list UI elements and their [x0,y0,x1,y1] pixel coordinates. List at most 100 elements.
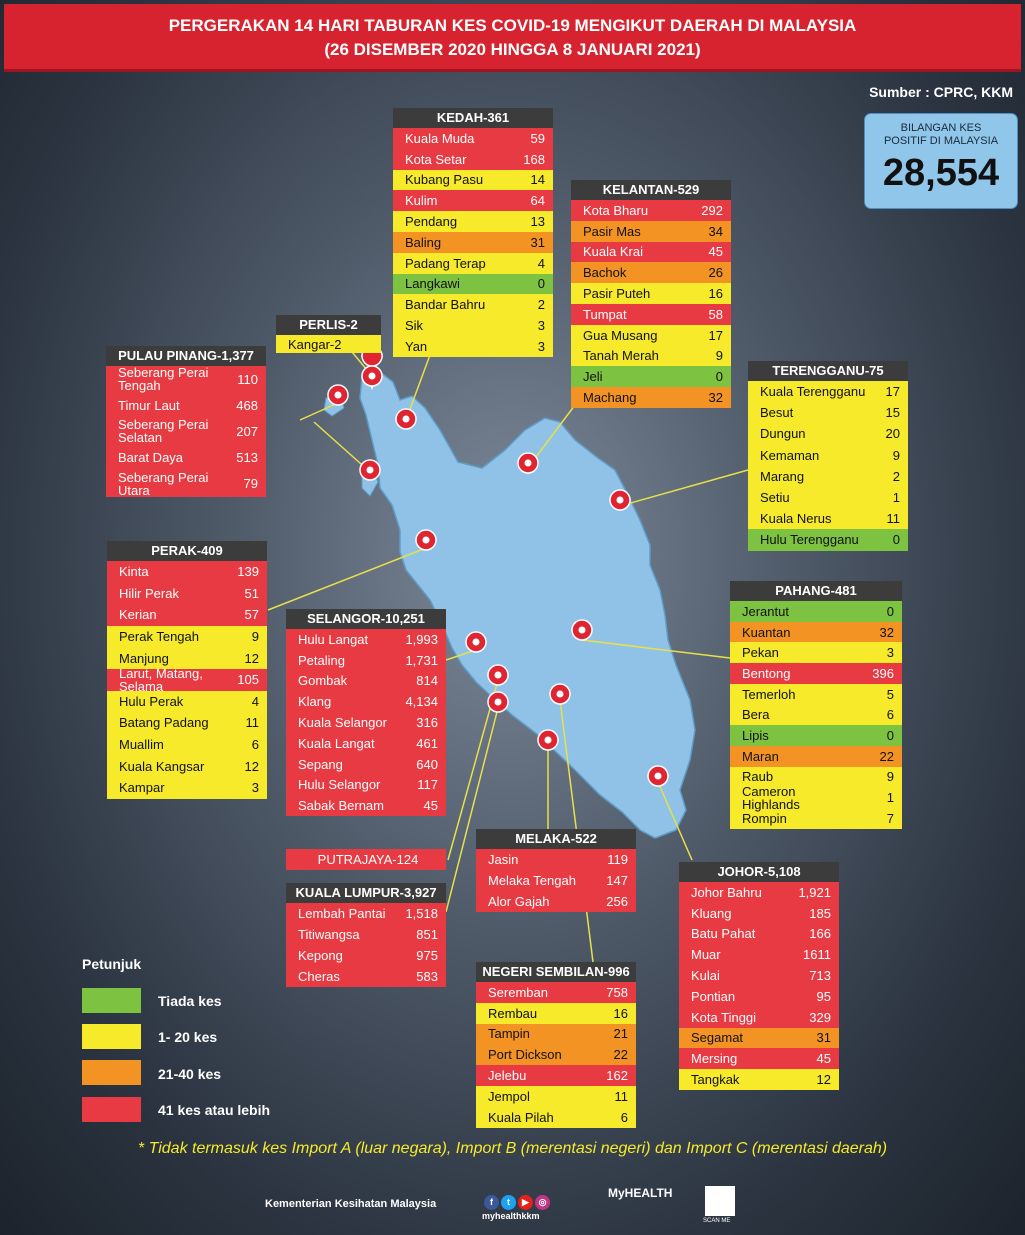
district-name: Sik [405,318,424,334]
district-cases: 147 [606,873,628,888]
district-name: Petaling [298,652,345,668]
district-name: Kota Bharu [583,202,649,218]
pin-centers [334,372,662,780]
twitter-icon[interactable]: t [501,1195,516,1210]
district-row: Hulu Perak 4 [107,690,267,713]
district-name: Kepong [298,948,343,963]
youtube-icon[interactable]: ▶ [518,1195,533,1210]
district-row: Cameron Highlands 1 [730,785,902,811]
district-name: Tangkak [691,1072,740,1088]
district-row: Kulai 713 [679,965,839,986]
district-name: Temerloh [742,686,796,702]
total-cases-value: 28,554 [882,152,1000,194]
district-row: Seberang Perai Selatan 207 [106,418,266,445]
district-row: Port Dickson 22 [476,1044,636,1066]
district-row: Titiwangsa 851 [286,924,446,945]
district-cases: 58 [708,306,723,322]
district-cases: 17 [708,327,723,343]
district-row: Kluang 185 [679,902,839,924]
legend-swatch-orange [82,1060,141,1085]
district-cases: 4,134 [405,694,438,710]
footnote: * Tidak termasuk kes Import A (luar nega… [137,1140,888,1157]
district-row: Jelebu 162 [476,1065,636,1086]
district-cases: 9 [886,769,894,785]
district-row: Jasin 119 [476,849,636,870]
district-cases: 1 [886,790,894,806]
district-row: Pasir Mas 34 [571,220,731,242]
district-name: Manjung [119,650,169,666]
district-row: Marang 2 [748,465,908,487]
district-cases: 851 [416,927,438,942]
panel-title: PERAK-409 [107,541,267,561]
district-cases: 5 [886,686,894,702]
qr-code-icon[interactable] [705,1186,735,1216]
district-row: Barat Daya 513 [106,444,266,471]
panel-title: NEGERI SEMBILAN-996 [476,962,636,982]
district-cases: 139 [237,564,259,580]
district-name: Perak Tengah [119,629,199,645]
district-row: Baling 31 [393,231,553,253]
district-row: Klang 4,134 [286,691,446,713]
district-cases: 3 [537,338,545,354]
panel-title: TERENGGANU-75 [748,361,908,381]
district-row: Raub 9 [730,766,902,788]
district-cases: 57 [244,607,259,623]
district-row: Mersing 45 [679,1048,839,1070]
district-row: Jeli 0 [571,366,731,388]
district-name: Machang [583,390,637,406]
district-cases: 2 [537,297,545,313]
district-cases: 396 [872,665,894,681]
district-name: Klang [298,694,332,710]
district-name: Kulai [691,968,720,984]
district-cases: 12 [816,1072,831,1088]
district-name: Kuala Langat [298,735,375,751]
district-name: Gua Musang [583,327,658,343]
district-cases: 32 [879,624,894,640]
district-cases: 1,993 [405,631,438,647]
panel-title: PAHANG-481 [730,581,902,601]
instagram-icon[interactable]: ◎ [535,1195,550,1210]
panel-kelantan: KELANTAN-529 Kota Bharu 292 Pasir Mas 34 Kual… [571,180,731,408]
district-row: Setiu 1 [748,486,908,509]
district-cases: 11 [886,511,901,527]
panel-terengganu: TERENGGANU-75 Kuala Terengganu 17 Besut 15 Du… [748,361,908,551]
district-row: Batang Padang 11 [107,712,267,734]
district-name: Timur Laut [118,397,180,413]
district-name: Lembah Pantai [298,906,386,921]
district-row: Bachok 26 [571,262,731,284]
district-cases: 34 [708,223,723,239]
district-row: Jerantut 0 [730,601,902,622]
legend-label-high: 41 kes atau lebih [158,1102,271,1118]
district-cases: 1,731 [405,652,438,668]
social-handle: myhealthkkm [482,1211,540,1221]
district-row: Larut, Matang, Selama 105 [107,667,267,693]
district-row: Pendang 13 [393,211,553,232]
district-name: Kuala Muda [405,130,475,146]
district-cases: 79 [243,476,258,492]
panel-selangor: SELANGOR-10,251 Hulu Langat 1,993 Petaling 1… [286,609,446,817]
district-row: Sabak Bernam 45 [286,795,446,817]
district-row: Kuala Selangor 316 [286,712,446,733]
district-row: Langkawi 0 [393,273,553,295]
district-cases: 16 [613,1005,628,1021]
district-cases: 713 [809,968,831,984]
district-cases: 2 [892,468,900,484]
district-name: Raub [742,769,774,785]
district-name: Jelebu [488,1068,527,1084]
district-name: Batang Padang [119,715,209,731]
district-row: Lembah Pantai 1,518 [286,903,446,924]
district-name: Kuala Terengganu [760,384,866,400]
district-name: Padang Terap [405,255,486,271]
district-name: Kampar [119,780,165,796]
district-row: Kuala Pilah 6 [476,1106,636,1128]
district-cases: 168 [523,151,545,167]
district-cases: 20 [885,426,900,442]
district-row: Kuala Terengganu 17 [748,381,908,403]
district-name: Johor Bahru [691,884,762,900]
district-name: Tampin [488,1026,530,1042]
district-row: Seberang Perai Tengah 110 [106,366,266,393]
district-row: Melaka Tengah 147 [476,870,636,891]
district-name: Muallim [119,737,164,753]
district-row: Jempol 11 [476,1085,636,1107]
facebook-icon[interactable]: f [484,1195,499,1210]
